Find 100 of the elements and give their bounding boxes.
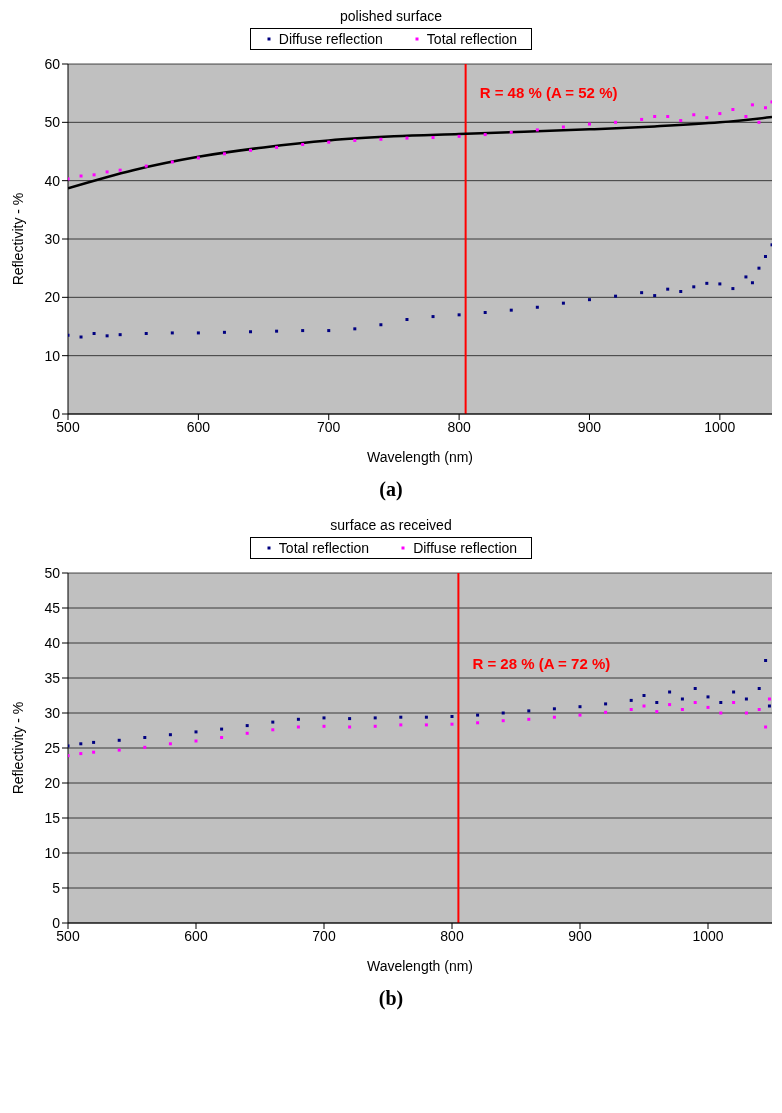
point bbox=[301, 329, 305, 333]
point bbox=[348, 725, 352, 729]
point bbox=[668, 690, 672, 694]
chart-title: surface as received bbox=[329, 517, 453, 533]
y-tick-label: 30 bbox=[44, 230, 61, 247]
point bbox=[399, 715, 403, 719]
point bbox=[196, 156, 200, 160]
point bbox=[509, 130, 513, 134]
point bbox=[764, 659, 768, 662]
y-tick-label: 20 bbox=[44, 774, 61, 791]
point bbox=[757, 687, 761, 690]
point bbox=[143, 745, 147, 749]
point bbox=[527, 717, 531, 721]
point bbox=[731, 108, 735, 111]
point bbox=[653, 294, 657, 298]
point bbox=[561, 301, 565, 305]
point bbox=[399, 723, 403, 727]
point bbox=[476, 721, 480, 725]
annotation: R = 28 % (A = 72 %) bbox=[472, 655, 611, 672]
y-tick-label: 30 bbox=[44, 704, 61, 721]
x-axis-title: Wavelength (nm) bbox=[366, 958, 474, 974]
y-tick-label: 40 bbox=[44, 172, 61, 189]
x-tick-label: 1000 bbox=[692, 927, 724, 944]
point bbox=[629, 708, 633, 711]
point bbox=[614, 294, 618, 298]
y-tick-label: 10 bbox=[44, 347, 61, 364]
point bbox=[640, 291, 644, 295]
point bbox=[732, 701, 736, 704]
point bbox=[424, 715, 428, 719]
point bbox=[527, 709, 531, 713]
point bbox=[170, 160, 174, 164]
chart-title: polished surface bbox=[339, 8, 443, 24]
point bbox=[705, 116, 709, 120]
point bbox=[222, 152, 226, 156]
point bbox=[373, 716, 377, 720]
x-tick-label: 600 bbox=[184, 927, 208, 944]
point bbox=[679, 290, 683, 293]
point bbox=[424, 723, 428, 727]
y-tick-label: 60 bbox=[44, 55, 61, 72]
x-axis-title: Wavelength (nm) bbox=[366, 449, 474, 465]
point bbox=[220, 736, 224, 739]
point bbox=[744, 115, 748, 118]
point bbox=[379, 137, 383, 141]
point bbox=[666, 115, 670, 118]
point bbox=[144, 332, 148, 335]
x-tick-label: 800 bbox=[440, 927, 464, 944]
point bbox=[680, 708, 684, 711]
x-tick-label: 700 bbox=[317, 418, 341, 435]
point bbox=[79, 335, 83, 339]
y-tick-label: 25 bbox=[44, 739, 61, 756]
point bbox=[144, 164, 148, 168]
point bbox=[483, 133, 487, 137]
y-tick-label: 10 bbox=[44, 844, 61, 861]
point bbox=[373, 724, 377, 728]
point bbox=[79, 752, 83, 756]
point bbox=[535, 305, 539, 309]
point bbox=[117, 738, 121, 742]
point bbox=[222, 330, 226, 334]
point bbox=[679, 119, 683, 123]
point bbox=[666, 287, 670, 291]
point bbox=[668, 703, 672, 707]
y-axis-title: Reflectivity - % bbox=[9, 701, 26, 795]
x-tick-label: 700 bbox=[312, 927, 336, 944]
text: (b) bbox=[377, 987, 405, 1010]
point bbox=[763, 106, 767, 110]
point bbox=[117, 748, 121, 752]
point bbox=[220, 727, 224, 731]
point bbox=[629, 698, 633, 702]
point bbox=[296, 717, 300, 721]
point bbox=[640, 117, 644, 121]
y-tick-label: 35 bbox=[44, 669, 61, 686]
point bbox=[92, 740, 96, 744]
point bbox=[706, 705, 710, 709]
text: (a) bbox=[378, 478, 404, 501]
point bbox=[353, 327, 357, 331]
point bbox=[194, 730, 198, 734]
point bbox=[757, 708, 761, 711]
point bbox=[744, 697, 748, 701]
y-tick-label: 40 bbox=[44, 634, 61, 651]
point bbox=[483, 311, 487, 314]
point bbox=[170, 331, 174, 335]
point bbox=[476, 713, 480, 717]
point bbox=[501, 711, 505, 715]
point bbox=[249, 148, 253, 152]
point bbox=[732, 690, 736, 694]
point bbox=[744, 711, 748, 715]
point bbox=[552, 715, 556, 719]
point bbox=[509, 308, 513, 312]
x-tick-label: 800 bbox=[447, 418, 471, 435]
y-tick-label: 50 bbox=[44, 114, 61, 131]
point bbox=[450, 722, 454, 726]
point bbox=[642, 694, 646, 697]
point bbox=[693, 687, 697, 690]
point bbox=[705, 281, 709, 285]
point bbox=[245, 724, 249, 728]
point bbox=[168, 742, 172, 746]
point bbox=[79, 174, 83, 178]
point bbox=[431, 315, 435, 319]
point bbox=[275, 145, 279, 149]
point bbox=[767, 704, 771, 708]
